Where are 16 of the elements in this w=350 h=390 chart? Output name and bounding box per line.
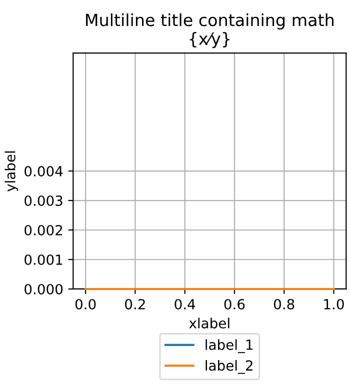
x-tick-label: 0.0 (75, 298, 96, 310)
y-tick-label: 0.003 (24, 195, 62, 206)
y-tick-label: 0.000 (24, 284, 63, 294)
x-tick-label: 0.2 (125, 298, 145, 310)
legend-label: label_2 (206, 360, 252, 374)
x-axis-title: xlabel (189, 318, 230, 328)
legend-label: label_1 (206, 339, 252, 354)
y-axis-title: ylabel (4, 151, 18, 192)
x-tick-label: 1.0 (324, 298, 344, 310)
y-tick-label: 0.004 (24, 166, 63, 176)
y-tick-label: 0.002 (24, 224, 62, 236)
x-tick-label: 0.8 (274, 298, 294, 310)
chart-title: Multiline title containing math {x⁄y} (86, 13, 334, 48)
x-tick-label: 0.6 (224, 298, 245, 310)
y-tick-label: 0.001 (24, 254, 62, 265)
x-tick-label: 0.4 (174, 298, 196, 310)
